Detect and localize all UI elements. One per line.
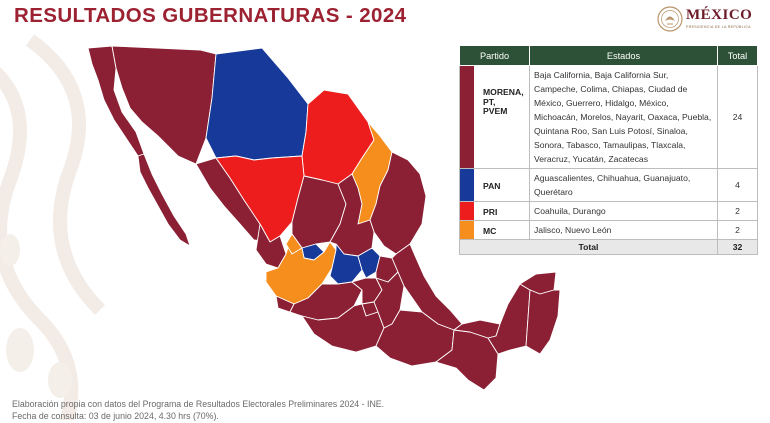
pri-color-swatch — [460, 202, 474, 220]
party-name: MC — [483, 225, 497, 236]
total-label: Total — [459, 239, 718, 255]
mexico-map — [87, 45, 560, 391]
states-cell: Aguascalientes, Chihuahua, Guanajuato, Q… — [529, 168, 718, 202]
page-title: RESULTADOS GUBERNATURAS - 2024 — [14, 4, 407, 27]
logo-subtitle: PRESIDENCIA DE LA REPÚBLICA — [686, 25, 751, 29]
total-cell: 2 — [717, 220, 758, 240]
state-quintana-roo — [525, 289, 560, 355]
source-note: Elaboración propia con datos del Program… — [12, 398, 384, 422]
state-baja-california-sur — [137, 153, 191, 247]
morena-color-swatch — [460, 66, 474, 168]
eagle-emblem-icon — [657, 6, 683, 32]
table-row: PAN Aguascalientes, Chihuahua, Guanajuat… — [459, 168, 758, 202]
header-party: Partido — [459, 45, 530, 66]
party-name: PRI — [483, 206, 498, 217]
party-cell: MC — [459, 220, 530, 240]
mc-color-swatch — [460, 221, 474, 239]
pan-color-swatch — [460, 169, 474, 201]
total-cell: 2 — [717, 201, 758, 221]
total-cell: 24 — [717, 65, 758, 169]
state-chihuahua — [205, 47, 309, 161]
party-name: PAN — [483, 180, 501, 191]
header-total: Total — [717, 45, 758, 66]
party-cell: PAN — [459, 168, 530, 202]
table-row: MC Jalisco, Nuevo León 2 — [459, 220, 758, 240]
table-row: MORENA, PT, PVEM Baja California, Baja C… — [459, 65, 758, 169]
party-cell: MORENA, PT, PVEM — [459, 65, 530, 169]
party-name: MORENA, PT, PVEM — [483, 87, 524, 117]
consult-date-line: Fecha de consulta: 03 de junio 2024, 4.3… — [12, 411, 219, 421]
states-cell: Jalisco, Nuevo León — [529, 220, 718, 240]
party-cell: PRI — [459, 201, 530, 221]
state-zacatecas — [291, 175, 347, 249]
state-michoacan — [289, 281, 363, 321]
background-ornament — [0, 34, 106, 420]
total-value: 32 — [717, 239, 758, 255]
results-table: Partido Estados Total MORENA, PT, PVEM — [459, 45, 758, 255]
states-cell: Baja California, Baja California Sur, Ca… — [529, 65, 718, 169]
mexico-government-logo: MÉXICO PRESIDENCIA DE LA REPÚBLICA — [657, 6, 761, 34]
table-header-row: Partido Estados Total — [459, 45, 758, 66]
state-sonora — [111, 45, 217, 165]
states-cell: Coahuila, Durango — [529, 201, 718, 221]
total-cell: 4 — [717, 168, 758, 202]
source-line: Elaboración propia con datos del Program… — [12, 399, 385, 409]
state-campeche — [487, 283, 531, 355]
state-tamaulipas — [369, 151, 427, 255]
table-total-row: Total 32 — [459, 239, 758, 255]
state-jalisco-north — [285, 233, 303, 255]
table-row: PRI Coahuila, Durango 2 — [459, 201, 758, 221]
logo-wordmark: MÉXICO — [686, 7, 753, 23]
header-states: Estados — [529, 45, 718, 66]
